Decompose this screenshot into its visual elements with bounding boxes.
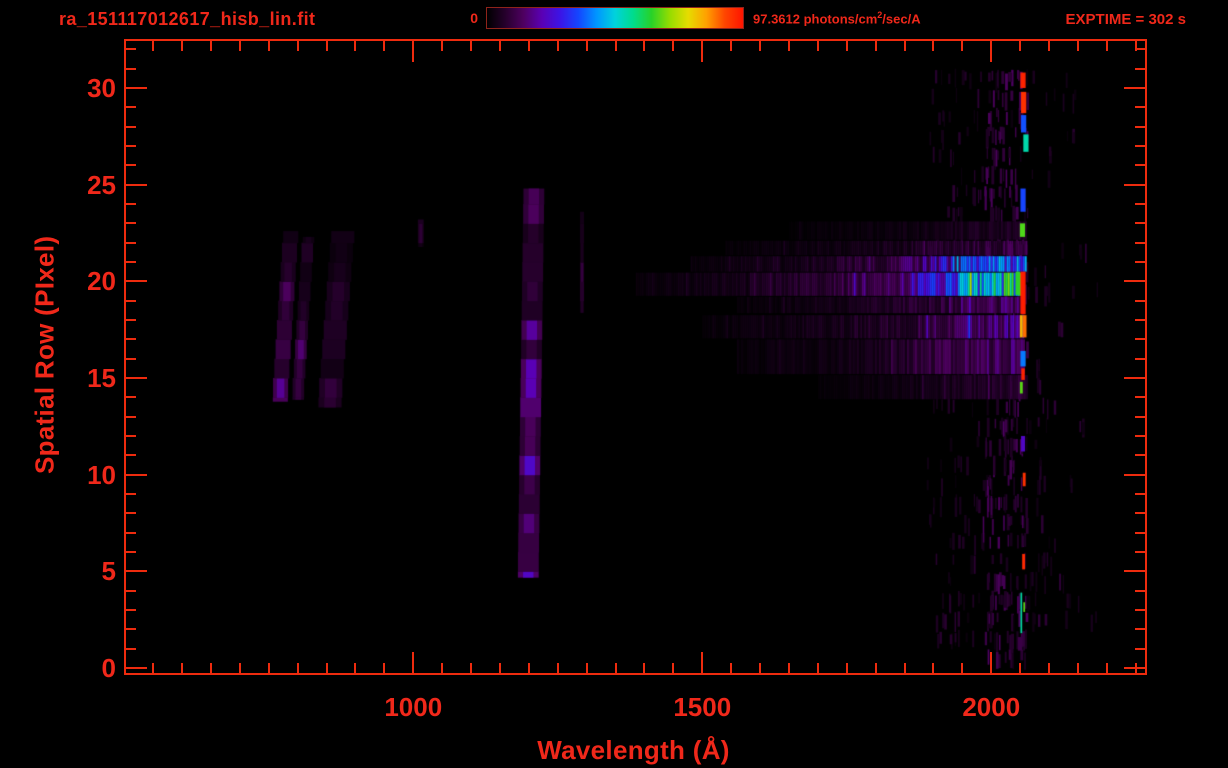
- file-title: ra_151117012617_hisb_lin.fit: [59, 9, 316, 29]
- y-tick-label: 15: [87, 363, 116, 393]
- exptime-label: EXPTIME = 302 s: [1065, 11, 1186, 28]
- x-tick-label: 1500: [673, 692, 732, 722]
- x-tick-label: 1000: [384, 692, 443, 722]
- colorbar-max-sup: 2: [877, 10, 883, 20]
- y-axis-title: Spatial Row (PIxel): [29, 235, 60, 475]
- y-tick-label: 30: [87, 73, 116, 103]
- plot-frame: [124, 39, 1147, 675]
- colorbar-max-suffix: /sec/A: [882, 11, 921, 27]
- y-tick-label: 5: [101, 556, 116, 587]
- spectrogram-heatmap: [126, 41, 1145, 673]
- colorbar-max-text: 97.3612 photons/cm: [753, 11, 878, 27]
- y-tick-label: 10: [87, 459, 116, 490]
- x-tick-label: 2000: [962, 692, 1021, 722]
- y-tick-label: 20: [87, 266, 116, 297]
- x-axis-title: Wavelength (Å): [537, 735, 730, 765]
- y-tick-label: 25: [87, 169, 116, 200]
- colorbar-min-label: 0: [470, 10, 478, 26]
- colorbar-max-label: 97.3612 photons/cm2/sec/A: [753, 10, 921, 26]
- colorbar-gradient: [486, 7, 744, 29]
- y-tick-label: 0: [101, 653, 116, 683]
